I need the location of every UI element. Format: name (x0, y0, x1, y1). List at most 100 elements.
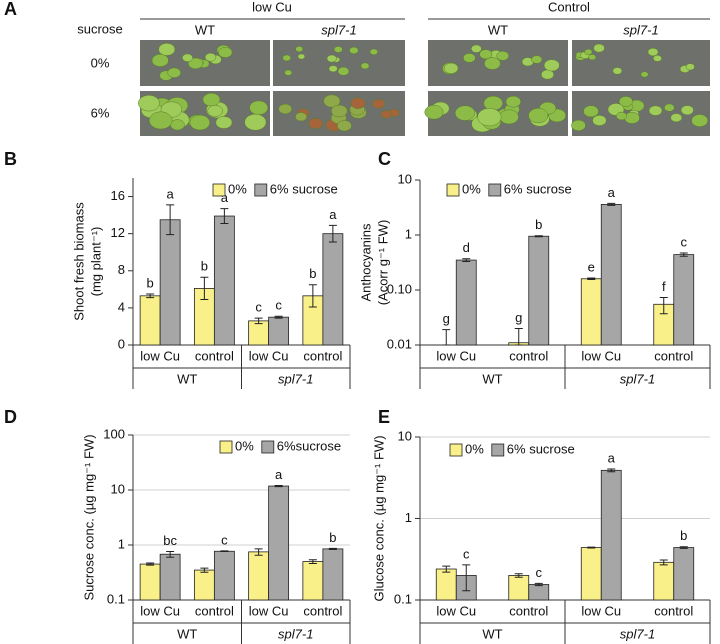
leaf (278, 103, 292, 115)
leaf (483, 95, 503, 111)
leaf (360, 62, 370, 70)
x-tick-label: low Cu (249, 348, 289, 363)
error-bar (514, 327, 523, 346)
leaf (624, 111, 640, 124)
bar (528, 584, 550, 601)
leaf (463, 53, 476, 63)
significance-letter: g (515, 310, 522, 325)
error-bar (274, 484, 283, 488)
x-tick-label: control (509, 603, 548, 618)
panel-label: D (4, 407, 17, 427)
leaf (187, 57, 203, 70)
genotype-label: WT (195, 22, 215, 37)
bar (435, 568, 457, 601)
leaf (528, 108, 549, 124)
leaf (308, 118, 323, 130)
leaf (215, 116, 233, 129)
significance-letter: b (329, 530, 336, 545)
y-tick-label: 0.10 (387, 281, 412, 296)
leaf (189, 114, 211, 131)
significance-letter: c (221, 532, 228, 547)
legend-swatch (261, 440, 275, 454)
y-tick-label: 1 (118, 536, 125, 551)
seedling-photo (572, 40, 710, 86)
significance-letter: a (275, 467, 283, 482)
significance-letter: c (681, 234, 688, 249)
y-axis-label: (mg plant⁻¹) (88, 227, 103, 297)
leaf (204, 52, 217, 62)
leaf (531, 55, 543, 64)
error-bar (220, 208, 229, 224)
y-axis-label: Glucose conc. (µg mg⁻¹ FW) (371, 435, 386, 601)
panel-label: C (378, 149, 391, 169)
y-tick-label: 10 (111, 481, 125, 496)
leaf (670, 113, 683, 123)
significance-letter: e (588, 259, 595, 274)
error-bar (442, 565, 451, 573)
significance-letter: c (536, 565, 543, 580)
leaf (167, 67, 181, 78)
leaf (664, 103, 675, 112)
leaf (331, 104, 348, 118)
x-tick-label: control (509, 348, 548, 363)
error-bar (534, 582, 543, 587)
error-bar (220, 550, 229, 553)
bar (139, 295, 161, 346)
group-label: WT (482, 371, 502, 386)
leaf (244, 113, 267, 131)
y-tick-label: 10 (398, 171, 412, 186)
leaf (207, 105, 223, 117)
leaf (496, 50, 510, 61)
leaf (618, 96, 633, 107)
leaf (372, 98, 385, 109)
error-bar (607, 202, 616, 206)
error-bar (328, 224, 337, 243)
y-tick-label: 10 (398, 428, 412, 443)
panel-label: B (4, 149, 17, 169)
leaf (218, 47, 233, 58)
significance-letter: a (221, 190, 229, 205)
x-tick-label: low Cu (436, 348, 476, 363)
leaf (593, 43, 605, 53)
leaf (369, 48, 378, 55)
error-bar (534, 235, 543, 238)
error-bar (200, 567, 209, 573)
bar (213, 550, 235, 601)
error-bar (659, 297, 668, 315)
x-tick-label: low Cu (140, 348, 180, 363)
y-tick-label: 0.1 (107, 591, 125, 606)
bar (268, 485, 290, 601)
leaf (328, 65, 338, 73)
error-bar (514, 573, 523, 578)
group-label: WT (482, 626, 502, 641)
bar (322, 548, 344, 601)
legend-label: 6% sucrose (504, 181, 572, 196)
y-tick-label: 12 (111, 225, 125, 240)
leaf (648, 105, 663, 116)
leaf (499, 109, 519, 125)
x-tick-label: low Cu (436, 603, 476, 618)
x-tick-label: low Cu (249, 603, 289, 618)
group-label: spl7-1 (620, 371, 655, 386)
significance-letter: b (309, 266, 316, 281)
bar (508, 575, 530, 601)
bar (600, 469, 622, 601)
error-bar (462, 258, 471, 262)
x-tick-label: control (195, 603, 234, 618)
significance-letter: c (255, 300, 262, 315)
leaf (443, 62, 459, 74)
leaf (680, 105, 694, 116)
bar (248, 320, 270, 346)
leaf (295, 46, 304, 53)
leaf (249, 100, 269, 115)
group-label: spl7-1 (620, 626, 655, 641)
legend-swatch (449, 443, 463, 457)
leaf (543, 59, 560, 72)
leaf (350, 97, 366, 109)
error-bar (308, 284, 317, 308)
bar (528, 235, 550, 346)
leaf (477, 108, 502, 127)
y-tick-label: 1 (405, 226, 412, 241)
bar (159, 219, 181, 346)
